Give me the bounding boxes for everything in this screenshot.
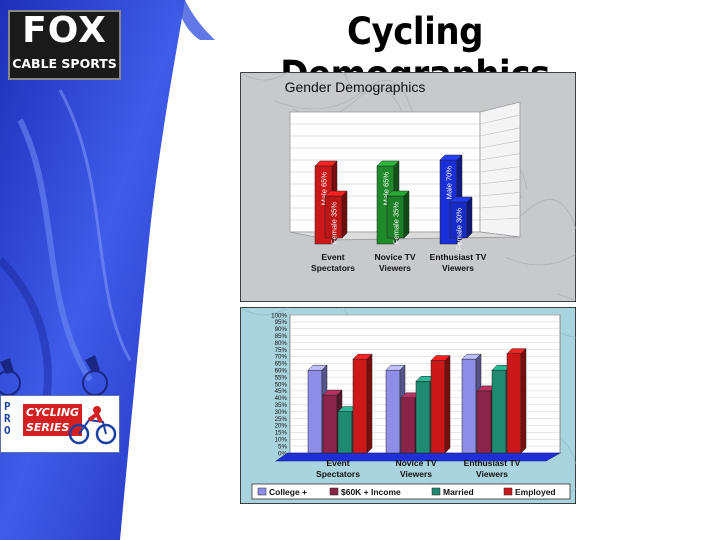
legend-label: Employed bbox=[515, 487, 556, 497]
bar bbox=[352, 353, 373, 454]
fox-cable-sports-logo: FOX CABLE SPORTS bbox=[8, 10, 121, 80]
y-tick-label: 85% bbox=[275, 333, 288, 340]
y-tick-label: 50% bbox=[275, 381, 288, 388]
legend-swatch bbox=[329, 487, 339, 496]
chart-title: Gender Demographics bbox=[285, 79, 426, 95]
cycling-series-badge: CYCLING SERIES bbox=[23, 404, 83, 436]
logo-fox-text: FOX bbox=[22, 10, 107, 51]
grid-line-side bbox=[479, 127, 521, 137]
grid-line-side bbox=[479, 140, 521, 149]
grid-line-side bbox=[479, 179, 521, 185]
legend-swatch bbox=[503, 487, 513, 496]
y-tick-label: 15% bbox=[275, 430, 288, 437]
pro-letters: P R O bbox=[4, 400, 11, 437]
x-tick-label: Event Spectators bbox=[311, 252, 355, 273]
data-label: Female 30% bbox=[455, 208, 464, 250]
bar bbox=[386, 190, 410, 239]
bar bbox=[430, 354, 451, 454]
y-tick-label: 45% bbox=[275, 388, 288, 395]
x-tick-label: Enthusiast TV Viewers bbox=[464, 458, 521, 479]
grid-line-side bbox=[479, 166, 521, 173]
grid-line-side bbox=[479, 153, 521, 161]
y-tick-label: 90% bbox=[275, 326, 288, 333]
y-tick-label: 100% bbox=[271, 312, 287, 319]
bar bbox=[449, 196, 473, 239]
data-label: Female 35% bbox=[330, 202, 339, 244]
y-tick-label: 25% bbox=[275, 416, 288, 423]
y-tick-label: 60% bbox=[275, 368, 288, 375]
legend: College + $60K + Income Married Employed bbox=[251, 483, 571, 500]
x-tick-label: Novice TV Viewers bbox=[395, 458, 436, 479]
y-tick-label: 20% bbox=[275, 423, 288, 430]
grid-line-side bbox=[479, 114, 521, 125]
y-tick-label: 80% bbox=[275, 340, 288, 347]
x-tick-label: Novice TV Viewers bbox=[374, 252, 415, 273]
grid-line-side bbox=[479, 217, 521, 221]
data-label: Male 65% bbox=[320, 172, 329, 206]
bar bbox=[324, 190, 348, 239]
legend-label: Married bbox=[443, 487, 474, 497]
cyclist-logo-icon bbox=[68, 406, 117, 445]
data-label: Female 35% bbox=[392, 202, 401, 244]
demographics-bar-chart: 100%95%90%85%80%75%70%65%60%55%50%45%40%… bbox=[240, 307, 576, 504]
y-tick-label: 5% bbox=[278, 443, 287, 450]
data-label: Male 65% bbox=[382, 172, 391, 206]
y-tick-label: 75% bbox=[275, 347, 288, 354]
y-tick-label: 35% bbox=[275, 402, 288, 409]
grid-line-side bbox=[479, 204, 521, 209]
data-label: Male 70% bbox=[445, 166, 454, 200]
y-tick-label: 95% bbox=[275, 319, 288, 326]
legend-label: College + bbox=[269, 487, 307, 497]
y-tick-label: 40% bbox=[275, 395, 288, 402]
y-tick-label: 0% bbox=[278, 450, 287, 457]
y-tick-label: 55% bbox=[275, 374, 288, 381]
x-tick-label: Event Spectators bbox=[316, 458, 360, 479]
legend-swatch bbox=[431, 487, 441, 496]
bar bbox=[506, 348, 527, 454]
legend-label: $60K + Income bbox=[341, 487, 401, 497]
logo-subtitle-text: CABLE SPORTS bbox=[12, 56, 117, 71]
y-tick-label: 70% bbox=[275, 354, 288, 361]
legend-swatch bbox=[257, 487, 267, 496]
y-tick-label: 30% bbox=[275, 409, 288, 416]
x-tick-label: Enthusiast TV Viewers bbox=[430, 252, 487, 273]
y-tick-label: 65% bbox=[275, 361, 288, 368]
y-tick-label: 10% bbox=[275, 437, 288, 444]
pro-cycling-series-logo: P R O CYCLING SERIES bbox=[0, 395, 120, 453]
grid-line-side bbox=[479, 192, 521, 197]
